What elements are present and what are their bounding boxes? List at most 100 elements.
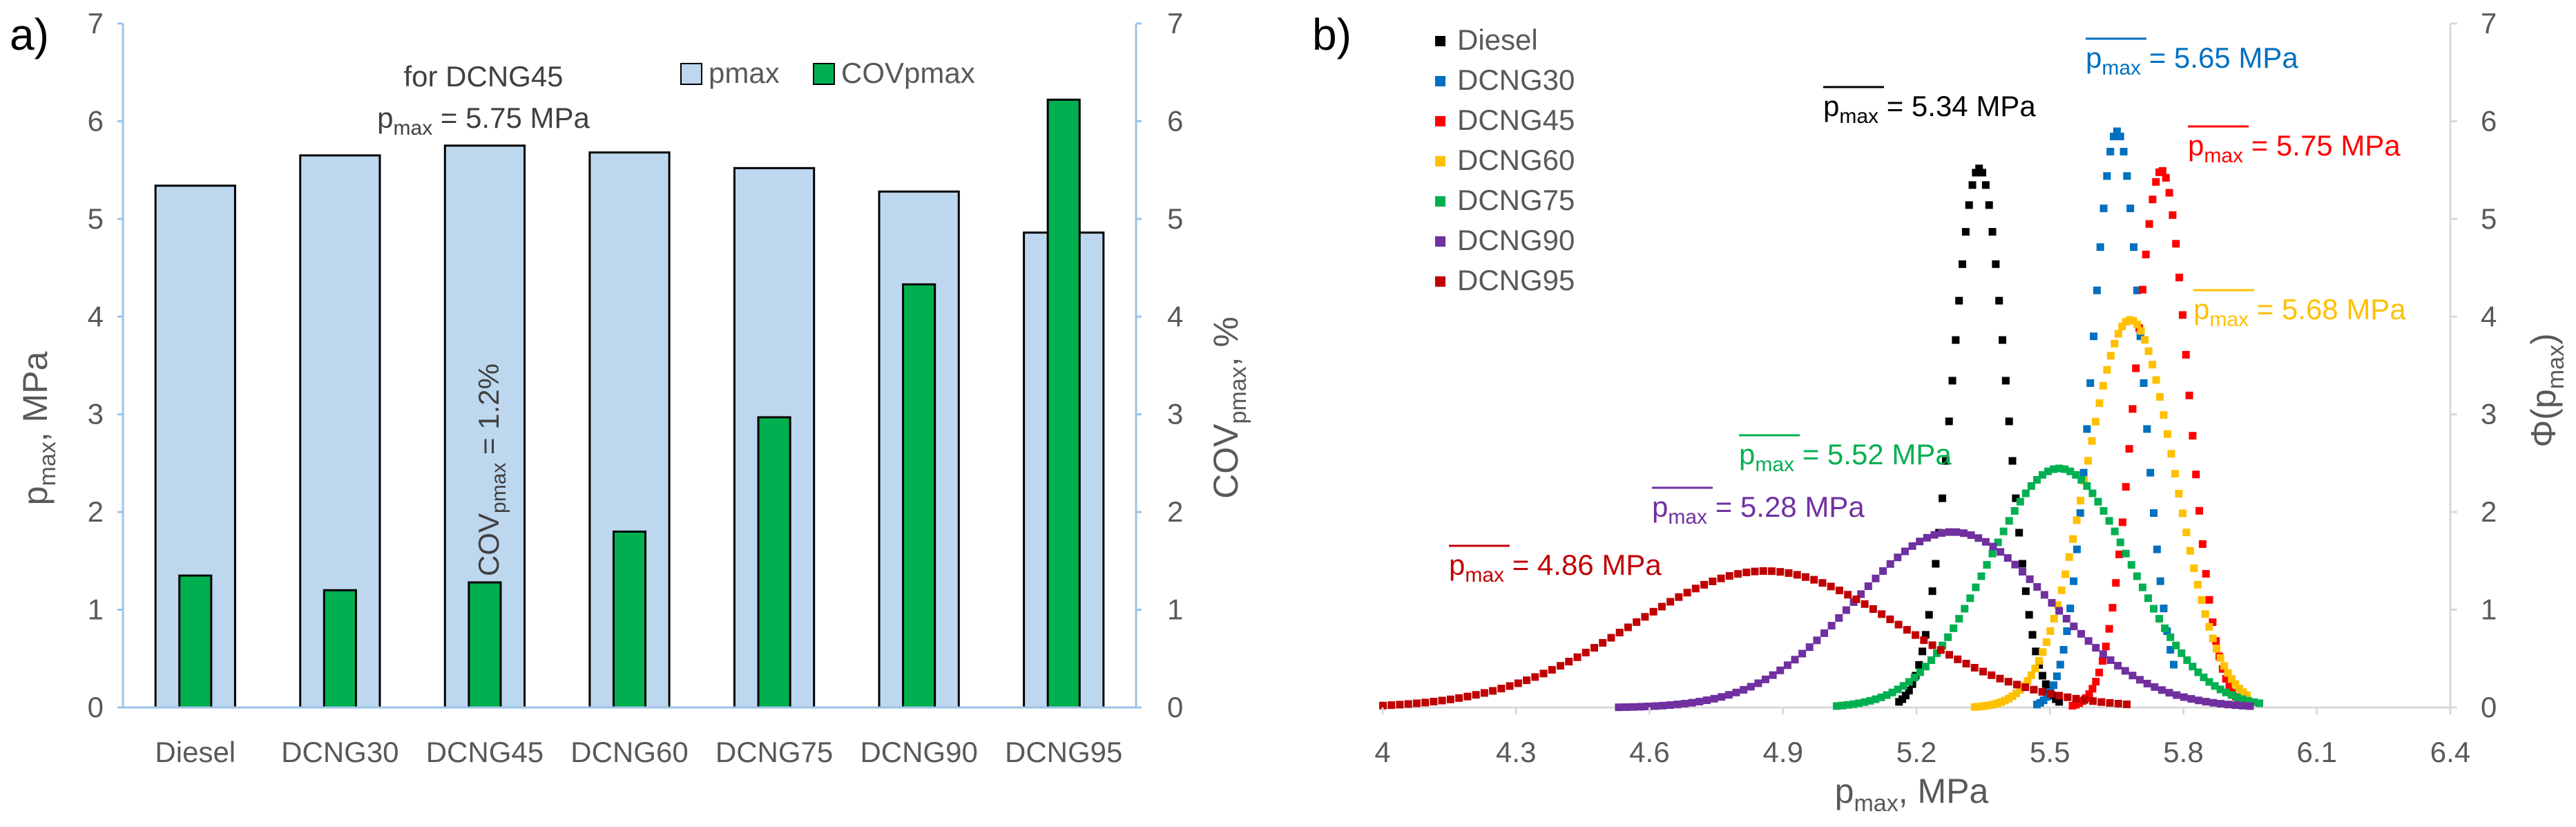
legend-marker-diesel [1435, 36, 1445, 46]
point-dcng75 [2094, 497, 2102, 506]
point-dcng90 [1659, 701, 1667, 710]
point-dcng30 [2166, 645, 2175, 654]
point-dcng75 [2244, 696, 2252, 705]
bar-covpmax-dcng95 [1046, 98, 1081, 709]
panel-b-points [1379, 127, 2264, 712]
point-dcng75 [2138, 583, 2146, 591]
point-dcng95 [1886, 615, 1894, 623]
point-diesel [1995, 296, 2003, 305]
point-dcng75 [2127, 561, 2135, 569]
point-diesel [1901, 692, 1910, 700]
point-dcng60 [2228, 675, 2236, 683]
point-dcng60 [2182, 529, 2191, 537]
y-tick-label: 5 [88, 202, 104, 235]
point-dcng95 [1506, 682, 1514, 690]
point-diesel [2001, 377, 2010, 385]
series-diesel [1895, 164, 2064, 706]
bar-covpmax-dcng90 [902, 283, 936, 709]
point-dcng60 [2103, 365, 2111, 374]
point-diesel [1979, 169, 1987, 177]
legend-marker-dcng90 [1435, 236, 1445, 247]
point-dcng75 [1877, 693, 1885, 701]
legend-swatch-covpmax [813, 63, 835, 85]
point-dcng95 [1894, 620, 1903, 629]
point-dcng75 [2105, 517, 2113, 525]
point-dcng90 [1710, 694, 1718, 703]
point-dcng45 [2088, 685, 2097, 693]
point-dcng90 [1805, 643, 1814, 652]
point-dcng90 [1930, 531, 1939, 539]
point-dcng95 [1827, 582, 1835, 591]
mean-label-dcng75: pmax = 5.52 MPa [1739, 438, 1952, 476]
point-dcng60 [2178, 509, 2186, 517]
x-tick-label: 4 [1374, 736, 1390, 768]
point-dcng75 [1988, 549, 1997, 558]
point-dcng95 [1455, 694, 1463, 702]
point-dcng90 [2173, 691, 2181, 699]
point-dcng75 [1944, 633, 1952, 641]
point-diesel [2032, 647, 2040, 656]
point-dcng90 [2209, 698, 2218, 707]
point-dcng95 [1793, 571, 1801, 579]
point-dcng60 [2054, 601, 2062, 609]
point-dcng45 [2118, 518, 2126, 526]
point-dcng95 [1539, 669, 1548, 678]
point-diesel [1939, 494, 1947, 502]
legend-label-covpmax: COVpmax [841, 57, 975, 89]
point-dcng95 [1430, 698, 1438, 706]
point-dcng45 [2198, 540, 2207, 548]
point-dcng60 [2031, 665, 2039, 673]
point-diesel [1945, 417, 1953, 426]
point-dcng75 [2050, 465, 2058, 473]
point-dcng30 [2143, 425, 2151, 433]
point-dcng60 [2114, 330, 2122, 338]
point-dcng45 [2125, 445, 2133, 453]
point-dcng60 [2149, 361, 2157, 369]
point-dcng30 [2093, 286, 2101, 294]
point-dcng45 [2095, 668, 2104, 676]
mean-label-dcng60: pmax = 5.68 MPa [2193, 293, 2406, 331]
point-dcng95 [1869, 605, 1877, 613]
point-dcng75 [2016, 497, 2024, 506]
point-dcng95 [1404, 700, 1412, 708]
point-dcng45 [2195, 506, 2204, 515]
point-dcng45 [2142, 250, 2150, 258]
point-dcng90 [2157, 686, 2166, 694]
point-dcng75 [1955, 615, 1963, 623]
y-tick-label: 7 [88, 7, 104, 39]
legend-swatch-pmax [680, 63, 702, 85]
point-dcng75 [2172, 641, 2180, 649]
point-dcng45 [2192, 470, 2200, 479]
point-dcng60 [2190, 564, 2198, 573]
point-dcng95 [1649, 607, 1657, 616]
y-tick-label: 7 [2481, 7, 2497, 39]
point-dcng90 [1791, 656, 1799, 664]
point-dcng90 [2121, 667, 2129, 675]
point-diesel [1988, 228, 1997, 236]
point-dcng95 [1582, 649, 1590, 657]
point-dcng75 [2005, 517, 2013, 525]
point-diesel [1999, 336, 2007, 344]
point-dcng60 [2077, 497, 2085, 505]
point-dcng45 [2209, 618, 2217, 627]
point-dcng60 [2046, 627, 2055, 635]
point-dcng95 [2064, 693, 2072, 701]
point-dcng30 [2053, 672, 2061, 681]
x-tick-label: 4.3 [1496, 736, 1536, 768]
legend-label-dcng60: DCNG60 [1457, 144, 1575, 176]
point-dcng90 [1695, 697, 1704, 705]
point-dcng95 [1657, 602, 1666, 611]
point-dcng45 [2098, 657, 2106, 665]
y-tick-label: 4 [2481, 300, 2497, 332]
mean-label-dcng95: pmax = 4.86 MPa [1449, 549, 1662, 587]
point-dcng75 [2099, 506, 2108, 515]
point-dcng75 [2083, 482, 2091, 490]
point-dcng95 [1717, 574, 1725, 582]
point-dcng95 [1818, 579, 1827, 587]
point-diesel [1955, 296, 1963, 305]
bar-covpmax-dcng60 [612, 530, 647, 709]
point-dcng60 [2111, 339, 2119, 348]
point-dcng95 [2089, 697, 2097, 705]
point-dcng45 [2108, 604, 2117, 612]
